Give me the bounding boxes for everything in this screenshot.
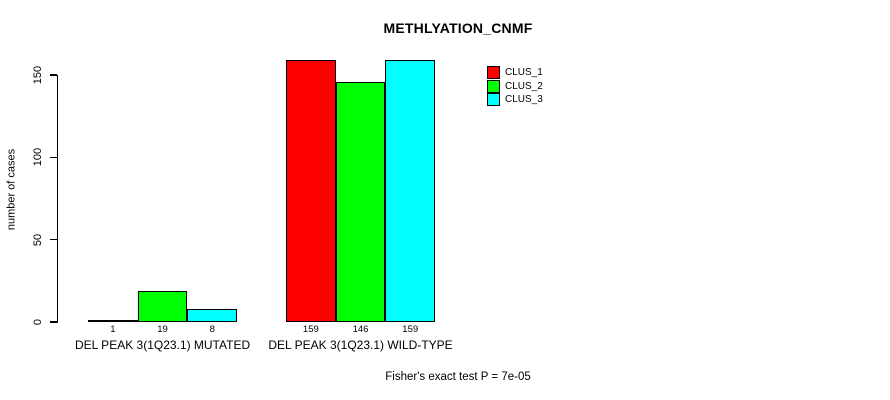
category-label-del-peak-3-1q23-1-wild-type: DEL PEAK 3(1Q23.1) WILD-TYPE: [268, 338, 453, 352]
y-axis-tick: [50, 321, 57, 323]
legend: CLUS_1 CLUS_2 CLUS_3: [487, 66, 543, 107]
bar-clus-2-del-peak-3-1q23-1-wild-type: [335, 81, 386, 322]
chart-title: METHLYATION_CNMF: [383, 20, 533, 36]
y-axis-tick: [50, 239, 57, 241]
legend-item-clus-1: CLUS_1: [487, 66, 543, 80]
legend-swatch-clus-3: [487, 93, 500, 107]
bar-value-label: 19: [157, 324, 168, 335]
y-axis-tick-label: 150: [32, 65, 44, 85]
y-axis-tick-label: 0: [32, 318, 44, 326]
bar-value-label: 1: [110, 324, 116, 335]
y-axis-tick: [50, 156, 57, 158]
legend-label: CLUS_2: [505, 80, 543, 92]
legend-swatch-clus-2: [487, 79, 500, 93]
bar-clus-3-del-peak-3-1q23-1-mutated: [187, 308, 238, 322]
legend-label: CLUS_1: [505, 67, 543, 79]
legend-item-clus-2: CLUS_2: [487, 79, 543, 94]
footnote-fisher-test: Fisher's exact test P = 7e-05: [385, 371, 531, 383]
bar-clus-3-del-peak-3-1q23-1-wild-type: [385, 60, 436, 322]
legend-label: CLUS_3: [505, 94, 543, 106]
legend-item-clus-3: CLUS_3: [487, 93, 543, 107]
y-axis-tick: [50, 74, 57, 76]
bar-clus-1-del-peak-3-1q23-1-wild-type: [286, 60, 336, 322]
bar-clus-2-del-peak-3-1q23-1-mutated: [137, 290, 188, 322]
bar-value-label: 146: [352, 324, 369, 335]
legend-swatch-clus-1: [487, 66, 500, 80]
category-label-del-peak-3-1q23-1-mutated: DEL PEAK 3(1Q23.1) MUTATED: [74, 338, 251, 352]
bar-value-label: 159: [302, 324, 319, 335]
bar-value-label: 8: [209, 324, 215, 335]
bar-clus-1-del-peak-3-1q23-1-mutated: [88, 320, 138, 322]
y-axis-tick-label: 50: [32, 233, 44, 246]
y-axis-line: [57, 75, 59, 324]
bar-value-label: 159: [402, 324, 419, 335]
y-axis-tick-label: 100: [32, 148, 44, 167]
